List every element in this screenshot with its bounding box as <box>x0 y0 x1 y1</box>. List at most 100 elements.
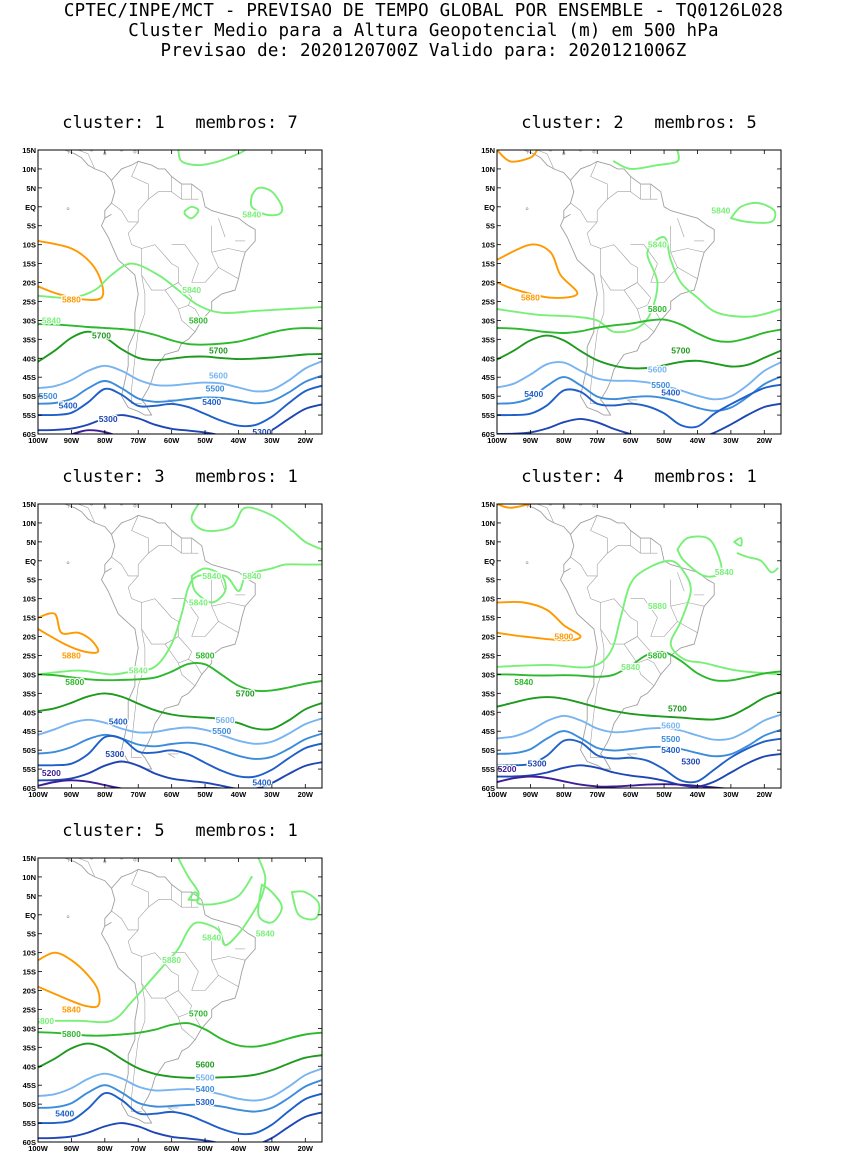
country-border <box>188 659 202 675</box>
lon-tick-label: 80W <box>97 436 113 445</box>
country-border <box>623 282 652 310</box>
contour-label: 5800 <box>648 304 667 314</box>
lat-tick-label: 50S <box>23 392 36 401</box>
lat-tick-label: 15S <box>23 614 36 623</box>
contour-label: 5840 <box>182 285 201 295</box>
lon-tick-label: 100W <box>28 436 49 445</box>
lon-tick-label: 60W <box>164 790 180 799</box>
contour-5500 <box>497 375 781 412</box>
contour-label: 5840 <box>242 571 261 581</box>
contour-label: 5400 <box>252 777 271 787</box>
contour-label: 5840 <box>648 240 667 250</box>
lon-tick-label: 50W <box>197 790 213 799</box>
lat-tick-label: 20S <box>23 987 36 996</box>
lat-tick-label: 50S <box>23 1100 36 1109</box>
contour-5840 <box>183 205 200 220</box>
lat-tick-label: 60S <box>23 784 36 793</box>
lat-tick-label: 25S <box>23 297 36 306</box>
contour-label: 5300 <box>99 414 118 424</box>
lat-tick-label: 35S <box>482 335 495 344</box>
lon-tick-label: 80W <box>556 436 572 445</box>
country-border <box>191 225 219 283</box>
lon-tick-label: 80W <box>97 790 113 799</box>
lat-tick-label: EQ <box>25 203 36 212</box>
contour-label: 5840 <box>711 206 730 216</box>
country-border <box>600 598 638 645</box>
contour-label: 5600 <box>196 1059 215 1069</box>
country-border <box>67 150 70 154</box>
contour-label: 5400 <box>661 387 680 397</box>
contour-5840 <box>187 891 200 902</box>
contour-label: 5400 <box>196 1084 215 1094</box>
island <box>133 858 137 862</box>
lon-tick-label: 50W <box>656 436 672 445</box>
country-border <box>127 575 142 629</box>
country-border <box>178 308 196 333</box>
country-border <box>148 884 172 908</box>
contour-5840 <box>177 858 253 906</box>
lat-tick-label: 35S <box>482 689 495 698</box>
country-border <box>171 191 199 200</box>
contour-5300 <box>38 403 322 434</box>
contour-5700 <box>38 692 322 731</box>
cluster-title: cluster: 2 membros: 5 <box>521 113 757 133</box>
lat-tick-label: 5N <box>26 538 36 547</box>
country-border <box>131 628 146 759</box>
cluster-panel-5: cluster: 5 membros: 1 5840 5840 5880 5840 580… <box>0 821 324 1153</box>
map-frame <box>496 149 782 435</box>
country-border <box>218 267 239 279</box>
contour-label: 5840 <box>621 662 640 672</box>
map-frame <box>496 503 782 789</box>
island <box>592 150 596 154</box>
country-border <box>607 530 631 554</box>
contour-label: 5840 <box>242 209 261 219</box>
lat-tick-label: 15N <box>22 500 36 509</box>
coastline <box>497 504 715 770</box>
lat-tick-label: 20S <box>482 279 495 288</box>
island <box>525 207 529 210</box>
contour-5600 <box>38 1067 322 1102</box>
lat-tick-label: 40S <box>482 708 495 717</box>
lon-tick-label: 100W <box>487 436 508 445</box>
contour-5600 <box>497 713 781 741</box>
lat-tick-label: 60S <box>482 430 495 439</box>
contour-5700 <box>497 334 781 370</box>
contour-label: 5600 <box>209 370 228 380</box>
lon-tick-label: 90W <box>523 790 539 799</box>
country-border <box>677 621 698 633</box>
country-border <box>637 662 655 687</box>
lat-tick-label: 45S <box>23 1081 36 1090</box>
contour-5880 <box>497 600 582 642</box>
lat-tick-label: 50S <box>482 746 495 755</box>
lat-tick-label: 5N <box>485 184 495 193</box>
lon-tick-label: 20W <box>298 1144 314 1153</box>
lon-tick-label: 30W <box>723 790 739 799</box>
contour-label: 5700 <box>92 331 111 341</box>
lon-tick-label: 60W <box>164 436 180 445</box>
contour-label: 5800 <box>554 632 573 642</box>
contour-label: 5840 <box>189 597 208 607</box>
island <box>525 561 529 564</box>
lat-tick-label: 10N <box>22 519 36 528</box>
contour-5840 <box>249 186 284 217</box>
lat-tick-label: 35S <box>23 689 36 698</box>
island <box>66 561 70 564</box>
lon-tick-label: 70W <box>590 790 606 799</box>
island <box>66 207 70 210</box>
contour-5800 <box>38 662 322 693</box>
lat-tick-label: 10N <box>22 165 36 174</box>
lat-tick-label: 15S <box>23 968 36 977</box>
country-border <box>570 161 608 223</box>
country-border <box>677 572 685 592</box>
contour-5800 <box>497 650 781 682</box>
lat-tick-label: 15S <box>23 260 36 269</box>
country-border <box>141 952 179 999</box>
contour-5840 <box>612 150 680 170</box>
country-border <box>171 545 199 554</box>
lat-tick-label: 25S <box>482 651 495 660</box>
lon-tick-label: 40W <box>231 790 247 799</box>
country-border <box>141 598 179 645</box>
cluster-panel-3: cluster: 3 membros: 1 5840 5840 5840 5880 584… <box>0 467 324 799</box>
country-border <box>630 191 658 200</box>
